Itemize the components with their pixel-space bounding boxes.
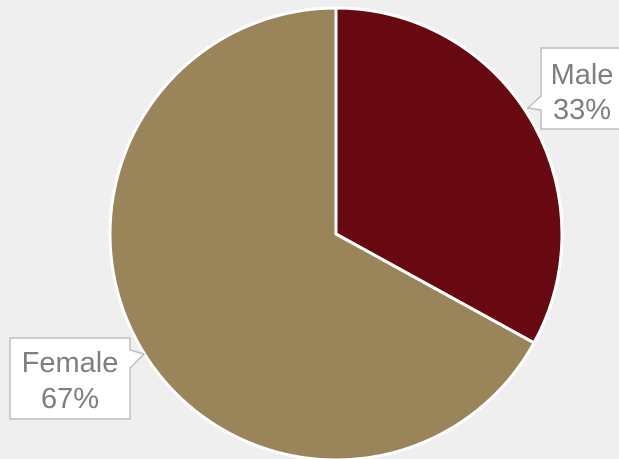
pie-slice-male <box>334 6 564 345</box>
callout-male-box <box>526 47 619 130</box>
pie-slice-female <box>108 6 536 459</box>
callout-female: Female 67% <box>9 337 146 420</box>
callout-male-value: 33% <box>553 94 611 126</box>
callout-female-value: 67% <box>41 383 99 415</box>
callout-female-label: Female <box>22 347 119 379</box>
callout-male-label: Male <box>551 59 614 91</box>
pie-slices <box>108 6 564 459</box>
callout-female-box <box>9 337 146 420</box>
callout-male: Male 33% <box>526 47 619 130</box>
